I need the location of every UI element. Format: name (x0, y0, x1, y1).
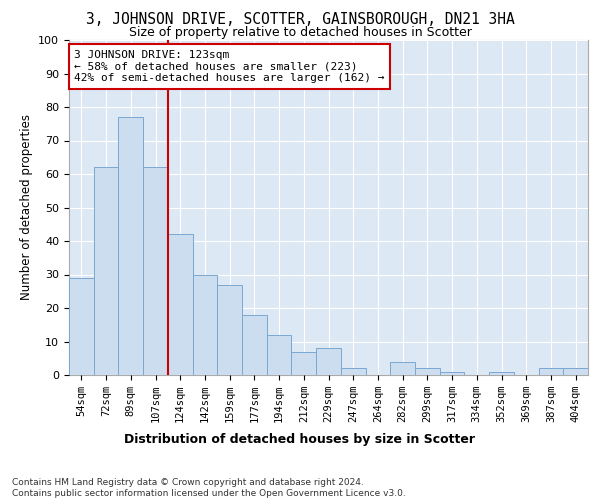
Text: 3, JOHNSON DRIVE, SCOTTER, GAINSBOROUGH, DN21 3HA: 3, JOHNSON DRIVE, SCOTTER, GAINSBOROUGH,… (86, 12, 514, 28)
Bar (217, 284, 242, 375)
Bar (415, 368, 440, 375)
Bar (539, 368, 563, 375)
Bar (341, 368, 365, 375)
Bar (242, 314, 267, 375)
Bar (143, 168, 168, 375)
Text: Size of property relative to detached houses in Scotter: Size of property relative to detached ho… (128, 26, 472, 39)
Text: 3 JOHNSON DRIVE: 123sqm
← 58% of detached houses are smaller (223)
42% of semi-d: 3 JOHNSON DRIVE: 123sqm ← 58% of detache… (74, 50, 385, 83)
Bar (390, 362, 415, 375)
Y-axis label: Number of detached properties: Number of detached properties (20, 114, 33, 300)
Bar (563, 368, 588, 375)
Text: Contains HM Land Registry data © Crown copyright and database right 2024.
Contai: Contains HM Land Registry data © Crown c… (12, 478, 406, 498)
Bar (292, 352, 316, 375)
Bar (193, 274, 217, 375)
Bar (168, 234, 193, 375)
Bar (69, 278, 94, 375)
Bar (440, 372, 464, 375)
Bar (267, 335, 292, 375)
Bar (94, 168, 118, 375)
Text: Distribution of detached houses by size in Scotter: Distribution of detached houses by size … (125, 432, 476, 446)
Bar (316, 348, 341, 375)
Bar (118, 117, 143, 375)
Bar (489, 372, 514, 375)
